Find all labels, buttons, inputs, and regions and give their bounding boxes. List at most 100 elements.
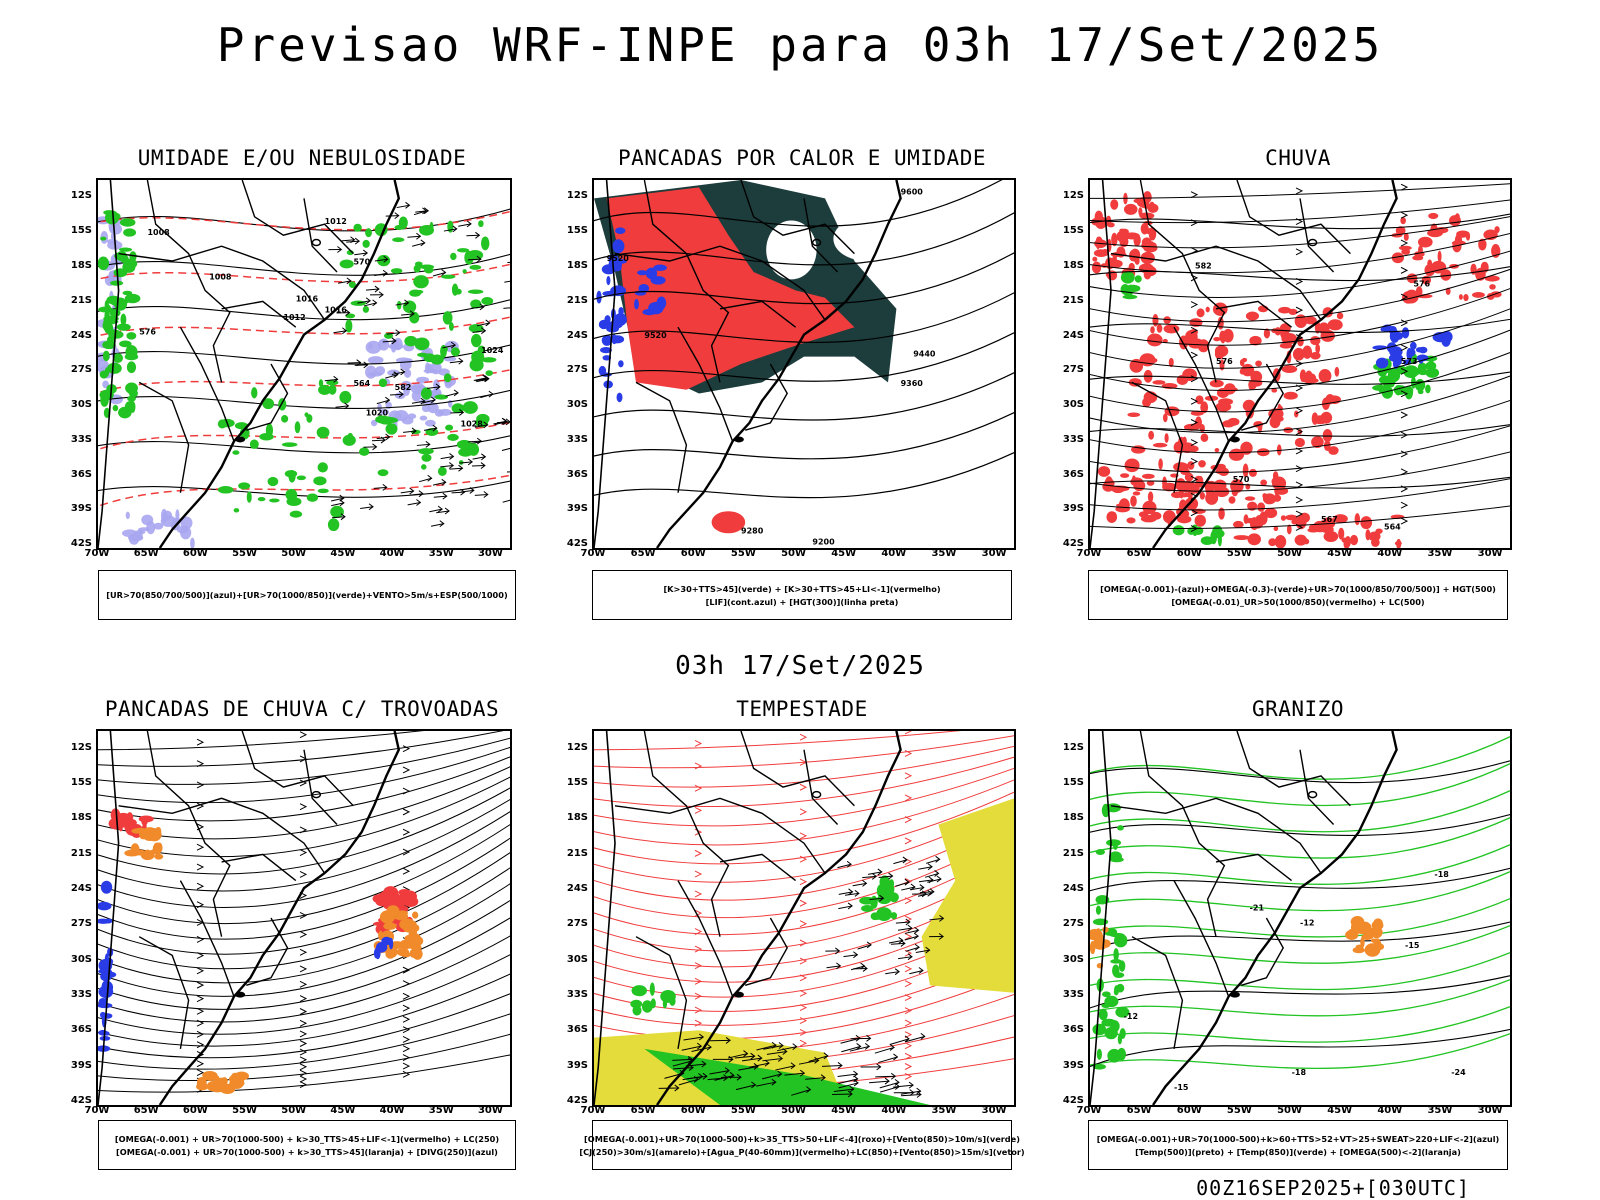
wind-vector-head: [394, 212, 400, 220]
field-blob: [1104, 476, 1113, 490]
wind-vector-head: [442, 492, 448, 500]
lon-tick-label: 50W: [1277, 548, 1303, 559]
wind-vector-head: [698, 1033, 705, 1041]
field-blob: [1095, 236, 1103, 248]
wind-vector: [915, 949, 930, 954]
field-blob: [481, 357, 497, 363]
field-blob: [1162, 476, 1167, 490]
streamline-arrow: [1295, 496, 1304, 504]
lat-tick-label: 39S: [1062, 503, 1084, 515]
field-blob: [313, 476, 327, 486]
field-blob: [203, 1073, 220, 1081]
wind-vector: [374, 258, 388, 262]
wind-vector-head: [904, 878, 910, 886]
field-blob: [1320, 411, 1333, 424]
wind-vector-head: [893, 1053, 899, 1061]
wind-vector: [826, 965, 841, 969]
field-blob: [443, 373, 452, 383]
wind-vector-head: [777, 1055, 784, 1062]
wind-vector: [473, 377, 487, 382]
field-blob: [1425, 384, 1431, 394]
streamline-arrow: [904, 794, 913, 802]
streamline: [98, 737, 510, 785]
field-blob: [138, 527, 151, 532]
lat-tick-label: 36S: [566, 1024, 588, 1036]
contour-line: [594, 451, 1014, 499]
wind-vector: [376, 399, 390, 405]
streamline-arrow: [1295, 218, 1304, 225]
lat-tick-label: 12S: [1062, 190, 1084, 202]
field-blob: [434, 394, 449, 400]
coastline: [158, 180, 401, 548]
lat-tick-label: 24S: [566, 329, 588, 341]
wind-vector-head: [890, 1072, 897, 1080]
wind-vector: [852, 882, 867, 887]
contour-line: [1090, 213, 1510, 230]
streamline-arrow: [196, 802, 205, 810]
streamline-arrow: [1295, 510, 1304, 518]
contour-line: [1090, 978, 1510, 1017]
field-blob: [606, 275, 611, 286]
wind-vector-head: [778, 1042, 784, 1049]
streamline-arrow: [904, 994, 913, 1002]
contour-line: [98, 389, 510, 410]
lon-tick-label: 30W: [477, 1105, 503, 1116]
field-blob: [384, 332, 394, 339]
streamline: [98, 1013, 510, 1070]
wind-vector-head: [452, 225, 458, 233]
streamline-arrow: [196, 843, 205, 851]
streamline-arrow: [1295, 306, 1304, 314]
field-blob: [1400, 217, 1406, 225]
field-blob: [1209, 379, 1224, 388]
wind-vector: [843, 954, 858, 958]
field-blob: [442, 311, 453, 325]
map-trovoadas: [96, 729, 512, 1107]
wind-vector: [875, 1075, 896, 1078]
streamline-arrow: [299, 965, 308, 973]
field-blob: [1158, 458, 1163, 470]
streamline-arrow: [1400, 390, 1409, 398]
lat-tick-label: 27S: [1062, 364, 1084, 376]
contour-label: -12: [1300, 918, 1314, 927]
field-blob: [353, 223, 362, 232]
wind-vector-head: [725, 1037, 731, 1044]
border-line: [614, 245, 826, 321]
field-blob: [1209, 482, 1215, 488]
lon-tick-label: 40W: [881, 548, 907, 559]
field-blob: [404, 335, 418, 347]
field-blob: [1117, 825, 1124, 831]
streamline-arrow: [402, 1062, 411, 1070]
field-blob: [1304, 316, 1317, 325]
streamline-arrow: [299, 1008, 308, 1015]
streamline-arrow: [799, 808, 808, 816]
lake: [1307, 238, 1318, 247]
lat-tick-label: 24S: [1062, 883, 1084, 895]
field-blob: [1215, 468, 1228, 475]
field-blob: [1355, 944, 1364, 949]
lake: [811, 238, 822, 247]
field-blob: [1196, 308, 1205, 318]
wind-vector-head: [938, 933, 944, 940]
wind-vector: [504, 280, 510, 283]
wind-vector-head: [910, 883, 916, 891]
field-blob: [1101, 1018, 1117, 1027]
border-line: [635, 381, 688, 493]
contour-label: 570: [1233, 475, 1250, 484]
wind-vector: [468, 440, 482, 443]
field-blob: [1109, 932, 1125, 938]
field-blob: [631, 985, 647, 997]
lon-tick-label: 50W: [781, 548, 807, 559]
panel-title-chuva: CHUVA: [1265, 146, 1331, 170]
streamline-arrow: [402, 828, 411, 836]
field-blob: [1152, 314, 1159, 327]
field-blob: [1412, 255, 1424, 261]
field-blob: [1126, 517, 1136, 524]
field-blob: [1113, 948, 1119, 962]
legend-line: [CJ(250)>30m/s](amarelo)+[Agua_P(40-60mm…: [579, 1146, 1025, 1157]
field-blob: [1185, 482, 1200, 495]
wind-vector-head: [385, 433, 391, 441]
contour-label: 582: [1195, 261, 1212, 270]
field-blob: [1217, 533, 1222, 547]
streamline: [98, 935, 510, 1023]
border-line: [138, 936, 190, 1050]
